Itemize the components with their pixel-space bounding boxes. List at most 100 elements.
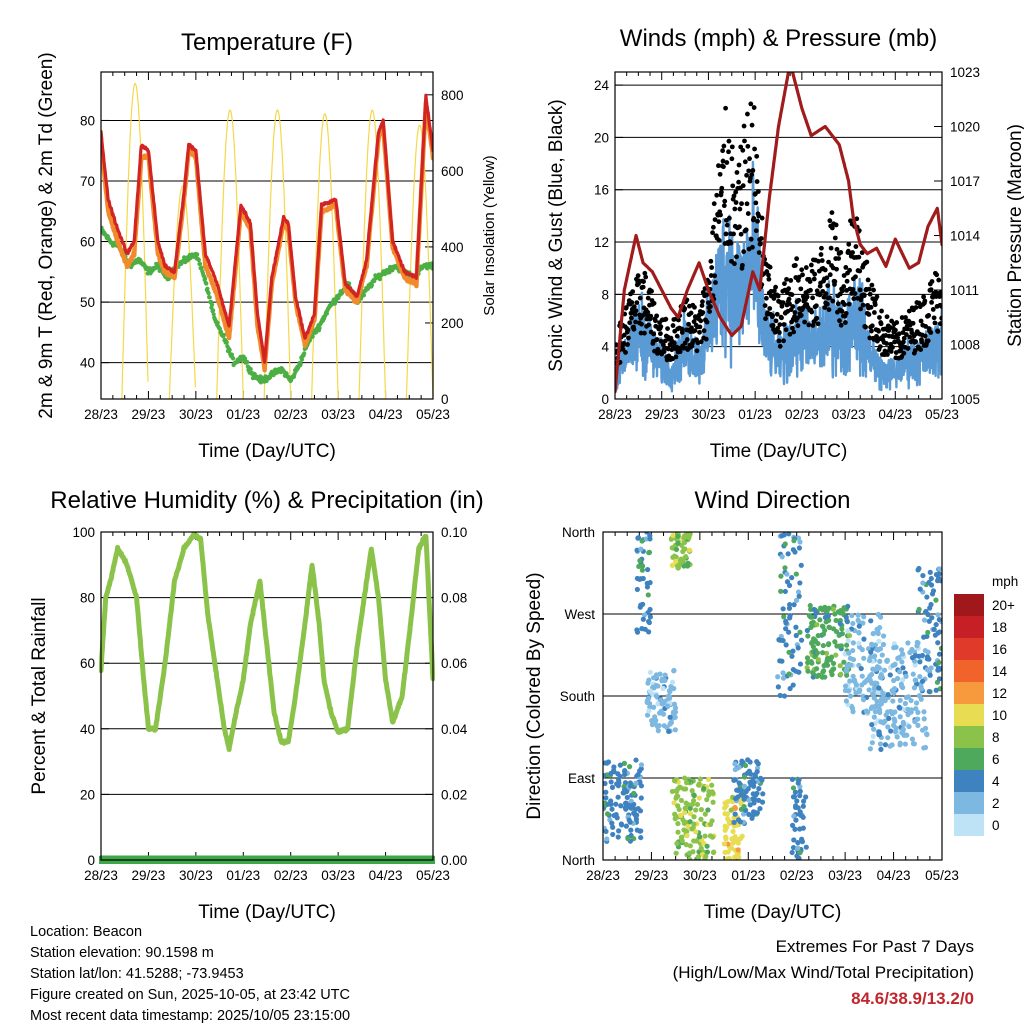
gust-point — [876, 328, 882, 334]
gust-point — [766, 272, 771, 278]
gust-point — [744, 172, 749, 178]
direction-point — [667, 695, 673, 701]
direction-point — [786, 582, 793, 589]
direction-point — [619, 822, 625, 828]
gust-point — [731, 193, 737, 199]
y-tick-label: 12 — [594, 235, 609, 250]
direction-point — [856, 640, 862, 646]
plot-border — [614, 71, 943, 400]
direction-point — [861, 636, 867, 642]
direction-point — [844, 619, 850, 625]
x-tick-label: 28/23 — [84, 407, 118, 422]
gust-point — [773, 284, 779, 290]
direction-point — [797, 850, 803, 856]
direction-point — [874, 626, 880, 633]
direction-point — [722, 823, 728, 829]
gust-point — [878, 321, 884, 327]
direction-point — [628, 798, 634, 804]
direction-point — [626, 764, 633, 770]
direction-point — [900, 677, 906, 683]
y-right-axis-label: Solar Insolation (Yellow) — [481, 155, 498, 315]
direction-point — [675, 820, 681, 827]
direction-point — [793, 624, 799, 630]
gust-point — [869, 282, 875, 288]
direction-point — [814, 622, 820, 628]
direction-point — [892, 709, 898, 715]
direction-point — [909, 736, 916, 742]
direction-point — [750, 791, 756, 797]
direction-point — [697, 776, 703, 782]
direction-point — [604, 836, 610, 842]
direction-point — [902, 700, 908, 707]
direction-point — [658, 708, 664, 714]
gust-point — [905, 326, 911, 332]
direction-point — [925, 649, 931, 655]
direction-point — [847, 655, 853, 661]
gust-point — [829, 210, 835, 216]
gust-point — [682, 306, 688, 312]
gust-point — [819, 245, 824, 251]
temperature-series — [101, 82, 433, 399]
direction-point — [869, 721, 875, 728]
direction-point — [786, 532, 792, 537]
gust-point — [863, 324, 868, 330]
direction-point — [631, 790, 637, 796]
gust-point — [755, 218, 760, 224]
direction-point — [884, 658, 890, 664]
y-right-axis-label: Station Pressure (Maroon) — [1005, 124, 1024, 347]
direction-point — [812, 654, 818, 660]
direction-point — [662, 672, 668, 678]
direction-point — [732, 766, 738, 773]
direction-point — [888, 728, 894, 734]
gust-point — [623, 350, 628, 355]
direction-point — [909, 655, 916, 661]
y-tick-label: 80 — [80, 591, 95, 606]
direction-point — [800, 803, 806, 809]
gust-point — [775, 325, 781, 331]
direction-point — [789, 653, 795, 659]
direction-point — [624, 794, 630, 801]
gust-point — [628, 310, 634, 316]
gust-point — [857, 268, 863, 274]
gust-point — [711, 201, 717, 207]
gust-point — [716, 237, 722, 243]
recent-timestamp: Most recent data timestamp: 2025/10/05 2… — [30, 1008, 351, 1024]
gust-point — [732, 261, 737, 267]
direction-point — [686, 532, 692, 535]
direction-point — [830, 667, 836, 673]
gust-point — [833, 222, 839, 228]
direction-point — [681, 563, 687, 569]
dewpoint-point — [209, 302, 215, 307]
direction-point — [874, 680, 880, 687]
direction-point — [683, 842, 689, 848]
y-tick-label: 0 — [87, 853, 95, 868]
direction-point — [896, 704, 902, 710]
direction-point — [856, 629, 862, 636]
direction-point — [786, 629, 792, 635]
direction-point — [710, 799, 716, 805]
dewpoint-point — [205, 286, 210, 291]
y-tick-label: North — [562, 525, 595, 540]
gust-point — [721, 164, 726, 170]
gust-point — [674, 333, 680, 339]
gust-point — [910, 320, 916, 326]
gust-point — [856, 254, 862, 260]
gust-point — [703, 336, 709, 342]
direction-point — [897, 714, 903, 720]
direction-point — [693, 807, 699, 813]
dewpoint-point — [199, 265, 204, 270]
direction-point — [603, 795, 609, 801]
direction-point — [795, 535, 802, 541]
gust-point — [658, 331, 663, 337]
gust-point — [928, 287, 934, 293]
direction-point — [644, 532, 650, 535]
direction-point — [655, 701, 661, 707]
direction-point — [850, 620, 856, 627]
direction-point — [933, 597, 939, 603]
direction-point — [891, 677, 897, 684]
direction-point — [682, 546, 688, 552]
direction-point — [820, 631, 827, 637]
direction-point — [826, 624, 832, 630]
direction-point — [778, 588, 784, 594]
dewpoint-point — [430, 262, 433, 268]
